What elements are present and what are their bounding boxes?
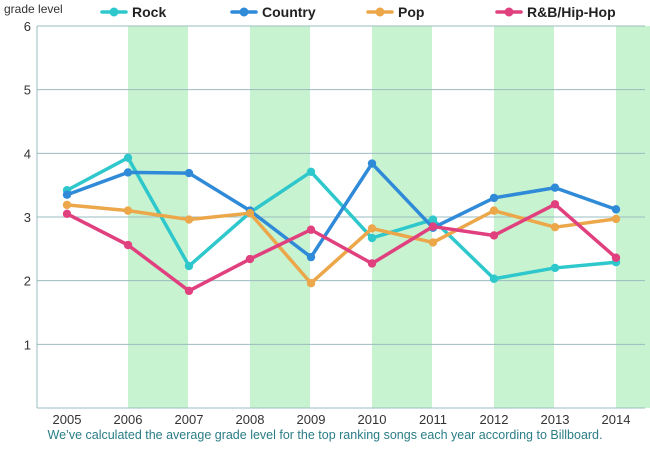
series-line-rock — [65, 156, 618, 281]
series-lines — [62, 153, 621, 296]
data-point-pop — [306, 279, 316, 288]
legend-item-country: Country — [230, 4, 316, 20]
data-point-r-b-hip-hop — [550, 200, 560, 209]
data-point-r-b-hip-hop — [184, 286, 194, 296]
x-tick-label: 2009 — [297, 412, 326, 427]
data-point-rock — [123, 153, 133, 162]
data-point-pop — [489, 206, 499, 215]
gridlines — [36, 25, 645, 409]
legend-label: Country — [262, 4, 316, 20]
x-tick-label: 2005 — [53, 412, 82, 427]
y-tick-labels: 1 2 3 4 5 6 — [24, 19, 31, 352]
data-point-rock — [489, 274, 499, 283]
data-point-country — [123, 168, 133, 177]
series-line-country — [65, 161, 618, 259]
y-tick-label: 5 — [24, 83, 31, 98]
data-point-r-b-hip-hop — [123, 240, 133, 250]
data-point-pop — [611, 214, 621, 224]
data-point-rock — [428, 215, 438, 224]
legend-item-rock: Rock — [100, 4, 166, 20]
legend-swatch-marker — [109, 7, 119, 17]
data-point-r-b-hip-hop — [428, 222, 438, 231]
series-line-r-b-hip-hop — [65, 202, 618, 293]
legend: Rock Country Pop R&B/Hip-Hop — [100, 4, 616, 20]
data-point-r-b-hip-hop — [245, 254, 255, 264]
legend-label: R&B/Hip-Hop — [527, 4, 616, 20]
data-point-country — [489, 193, 499, 203]
y-tick-label: 1 — [24, 337, 31, 352]
data-point-country — [367, 159, 377, 168]
data-point-r-b-hip-hop — [489, 231, 499, 240]
data-point-r-b-hip-hop — [611, 253, 621, 262]
data-point-pop — [367, 224, 377, 233]
data-point-r-b-hip-hop — [62, 209, 72, 219]
data-point-pop — [184, 215, 194, 224]
legend-swatch-marker — [375, 7, 385, 17]
data-point-rock — [550, 263, 560, 273]
legend-item-pop: Pop — [366, 4, 424, 20]
chart-caption: We’ve calculated the average grade level… — [47, 428, 603, 442]
data-point-rock — [367, 233, 377, 243]
x-tick-label: 2013 — [541, 412, 570, 427]
y-axis-label: grade level — [4, 2, 63, 16]
y-tick-label: 4 — [24, 146, 31, 161]
x-tick-label: 2011 — [419, 412, 447, 427]
x-tick-label: 2006 — [114, 412, 143, 427]
legend-swatch-marker — [504, 7, 514, 17]
data-point-r-b-hip-hop — [367, 259, 377, 268]
data-point-rock — [306, 167, 316, 176]
data-point-country — [184, 168, 194, 178]
y-tick-label: 6 — [24, 19, 31, 34]
x-tick-label: 2010 — [358, 412, 387, 427]
x-tick-label: 2007 — [175, 412, 204, 427]
legend-item-r-b-hip-hop: R&B/Hip-Hop — [495, 4, 616, 20]
data-point-pop — [550, 222, 560, 232]
data-point-country — [550, 183, 560, 192]
legend-label: Rock — [132, 4, 166, 20]
y-tick-label: 2 — [24, 274, 31, 289]
data-point-pop — [123, 206, 133, 215]
data-point-country — [62, 190, 72, 199]
data-point-rock — [184, 261, 194, 271]
x-tick-labels: 2005 2006 2007 2008 2009 2010 2011 2012 2013 2014 — [53, 412, 631, 427]
data-point-pop — [62, 200, 72, 210]
legend-swatch-marker — [239, 7, 249, 17]
y-tick-label: 3 — [24, 210, 31, 225]
data-point-country — [611, 205, 621, 214]
series-r-b-hip-hop — [62, 200, 621, 296]
x-tick-label: 2012 — [480, 412, 509, 427]
data-point-r-b-hip-hop — [306, 225, 316, 234]
data-point-pop — [428, 238, 438, 247]
data-point-pop — [245, 208, 255, 218]
x-tick-label: 2008 — [236, 412, 265, 427]
data-point-country — [306, 252, 316, 262]
x-tick-label: 2014 — [602, 412, 631, 427]
legend-label: Pop — [398, 4, 424, 20]
